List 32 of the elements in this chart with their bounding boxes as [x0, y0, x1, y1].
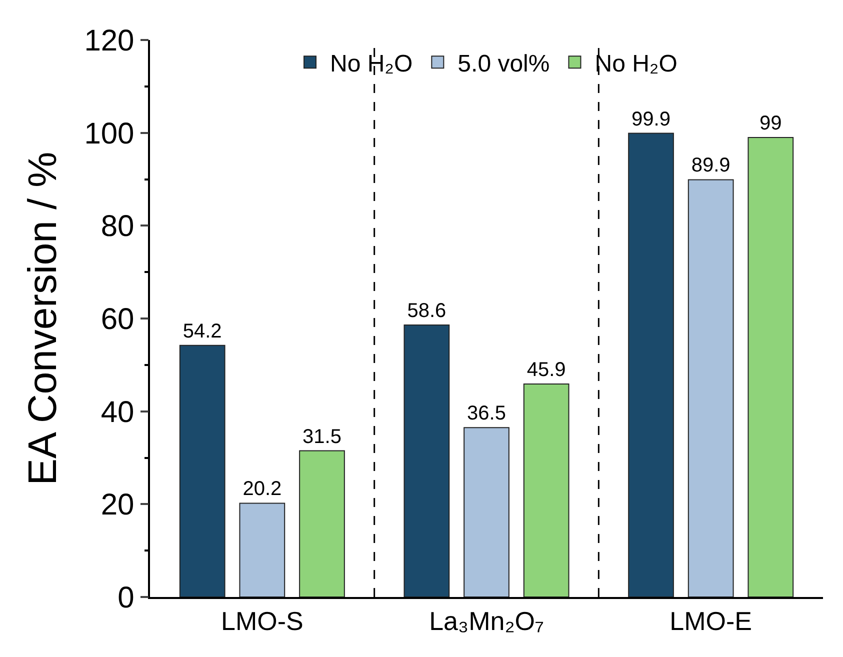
- bar: [464, 427, 510, 597]
- y-tick-label: 80: [100, 210, 134, 244]
- bar: [748, 136, 794, 597]
- x-tick-label: LMO-E: [670, 606, 752, 636]
- y-tick-label: 20: [100, 488, 134, 522]
- bar: [404, 324, 450, 597]
- bar: [239, 502, 286, 597]
- data-label: 36.5: [467, 402, 506, 425]
- data-label: 54.2: [182, 320, 222, 342]
- y-tick-label: 100: [84, 117, 134, 150]
- legend-label: No H₂O: [330, 50, 413, 78]
- bar: [299, 450, 345, 597]
- legend-label: 5.0 vol%: [458, 50, 550, 78]
- y-tick-label: 0: [118, 582, 134, 614]
- x-tick-label: La₃Mn₂O₇: [429, 606, 544, 636]
- bar: [179, 344, 226, 597]
- data-label: 31.5: [302, 426, 342, 448]
- data-label: 45.9: [526, 358, 566, 381]
- y-tick-label: 40: [100, 396, 134, 429]
- bar: [628, 132, 674, 597]
- y-tick-label: 60: [100, 303, 134, 336]
- data-label: 99: [760, 112, 782, 134]
- data-label: 89.9: [691, 154, 730, 177]
- x-tick-label: LMO-S: [221, 606, 304, 636]
- data-label: 20.2: [242, 478, 282, 500]
- legend-label: No H₂O: [594, 50, 678, 78]
- bar: [523, 383, 570, 597]
- data-label: 99.9: [632, 108, 670, 130]
- y-tick-label: 120: [84, 24, 134, 58]
- y-axis-title: EA Conversion / %: [21, 152, 66, 486]
- bar: [688, 179, 734, 597]
- data-label: 58.6: [407, 300, 446, 322]
